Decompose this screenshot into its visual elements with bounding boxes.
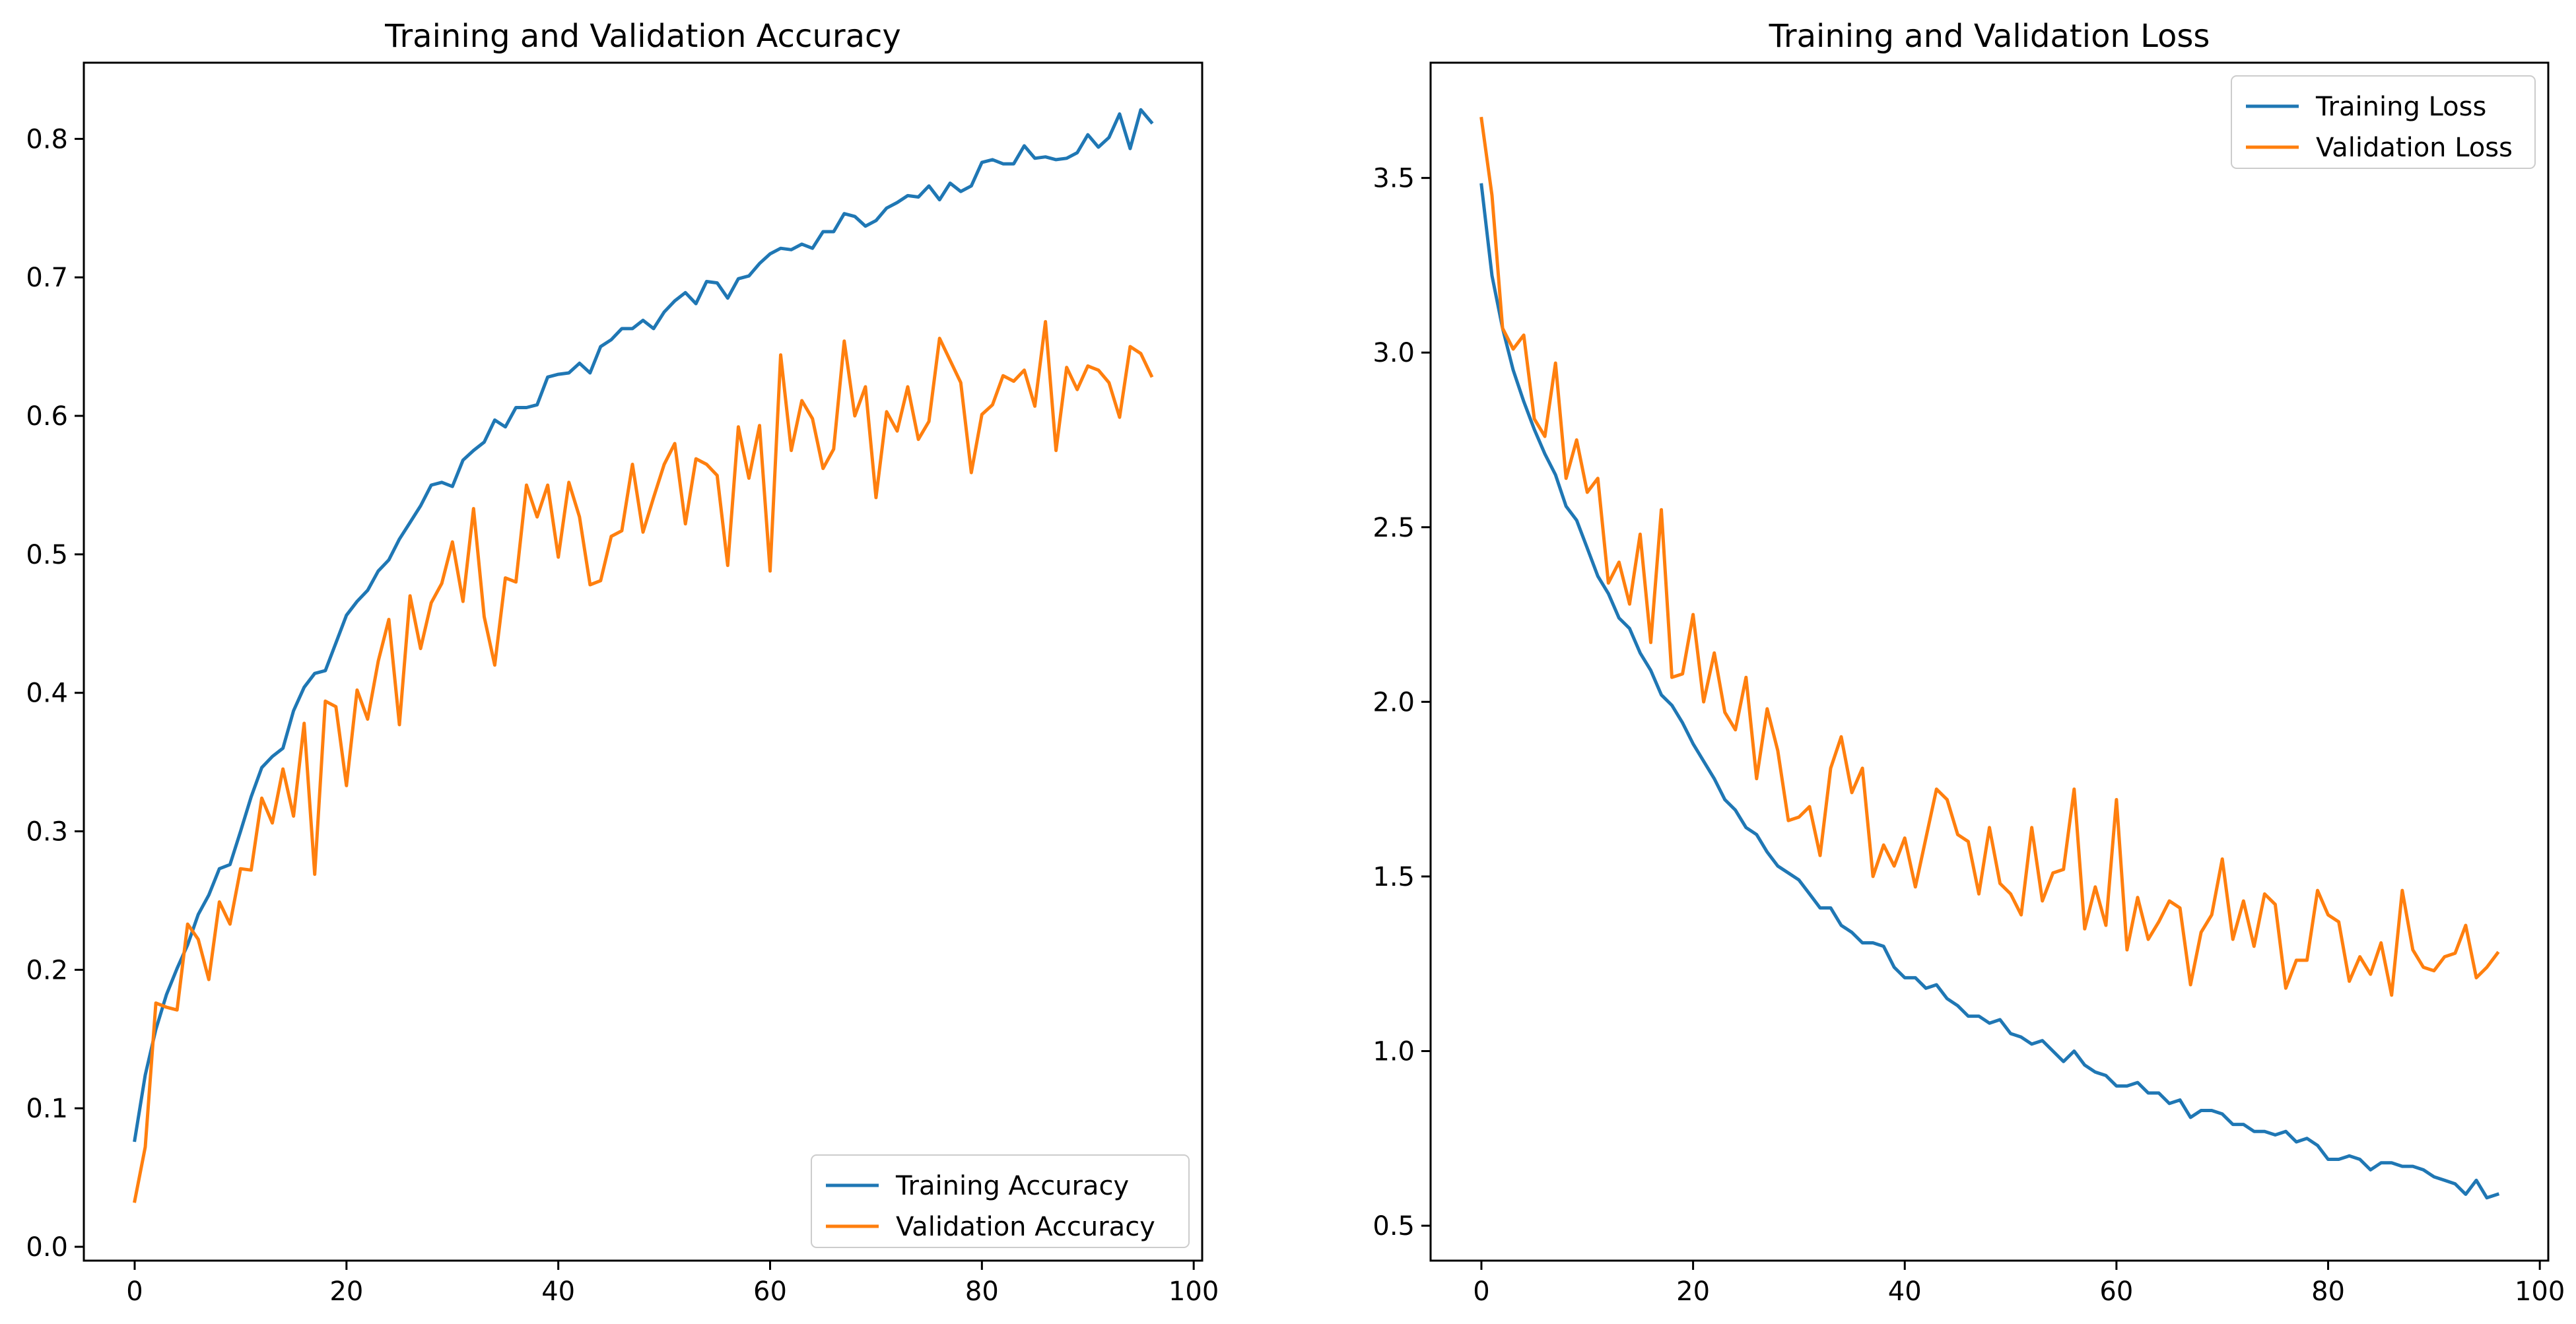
loss-plot-frame [1429,61,2550,1262]
loss-x-tick-label: 80 [2311,1276,2345,1307]
loss-y-tick-label: 1.0 [1373,1037,1415,1067]
accuracy-x-tick-label: 0 [126,1276,143,1307]
loss-chart: Training and Validation Loss 0 20 40 60 80 10… [1373,18,2565,1307]
loss-legend-box [2231,75,2536,169]
loss-x-axis: 0 20 40 60 80 100 [1473,1261,2565,1307]
loss-y-tick-label: 0.5 [1373,1211,1415,1241]
loss-y-tick-label: 3.0 [1373,338,1415,368]
series-line-training-accuracy [133,108,1154,1142]
accuracy-x-tick-label: 100 [1169,1276,1219,1307]
loss-x-tick-label: 20 [1676,1276,1710,1307]
accuracy-legend-box [811,1154,1190,1248]
loss-x-tick-label: 60 [2099,1276,2133,1307]
loss-x-tick-label: 40 [1888,1276,1922,1307]
legend-label-validation-loss: Validation Loss [2316,133,2513,163]
series-line-validation-accuracy [133,319,1154,1203]
loss-y-tick-label: 2.0 [1373,687,1415,717]
accuracy-chart: Training and Validation Accuracy 0 20 40 60… [26,18,1219,1307]
accuracy-x-tick-label: 40 [541,1276,575,1307]
loss-y-tick-label: 2.5 [1373,513,1415,543]
accuracy-x-tick-label: 20 [329,1276,363,1307]
accuracy-legend: Training Accuracy Validation Accuracy [811,1154,1190,1248]
loss-series [1479,116,2500,1200]
loss-x-tick-label: 100 [2515,1276,2565,1307]
loss-legend: Training Loss Validation Loss [2231,75,2536,169]
loss-y-axis: 0.5 1.0 1.5 2.0 2.5 3.0 3.5 [1373,164,1431,1241]
accuracy-y-tick-label: 0.6 [26,401,68,432]
legend-label-validation-accuracy: Validation Accuracy [896,1212,1155,1242]
loss-x-tick-label: 0 [1473,1276,1489,1307]
accuracy-y-tick-label: 0.0 [26,1232,68,1263]
accuracy-chart-title: Training and Validation Accuracy [384,18,901,55]
loss-chart-title: Training and Validation Loss [1769,18,2210,55]
legend-label-training-accuracy: Training Accuracy [895,1171,1129,1201]
loss-y-tick-label: 3.5 [1373,164,1415,194]
accuracy-x-tick-label: 80 [965,1276,999,1307]
series-line-training-loss [1479,183,2500,1200]
accuracy-y-tick-label: 0.2 [26,955,68,985]
loss-y-tick-label: 1.5 [1373,862,1415,892]
accuracy-y-tick-label: 0.5 [26,540,68,570]
accuracy-plot-frame [83,61,1203,1262]
accuracy-y-tick-label: 0.4 [26,679,68,709]
accuracy-x-axis: 0 20 40 60 80 100 [126,1261,1219,1307]
series-line-validation-loss [1479,116,2500,997]
accuracy-y-tick-label: 0.7 [26,263,68,293]
accuracy-y-tick-label: 0.8 [26,124,68,154]
accuracy-y-tick-label: 0.1 [26,1094,68,1124]
accuracy-series [133,108,1154,1203]
accuracy-y-tick-label: 0.3 [26,817,68,847]
accuracy-y-axis: 0.0 0.1 0.2 0.3 0.4 0.5 0.6 0.7 0.8 [26,124,84,1263]
legend-label-training-loss: Training Loss [2315,92,2486,122]
accuracy-x-tick-label: 60 [753,1276,787,1307]
